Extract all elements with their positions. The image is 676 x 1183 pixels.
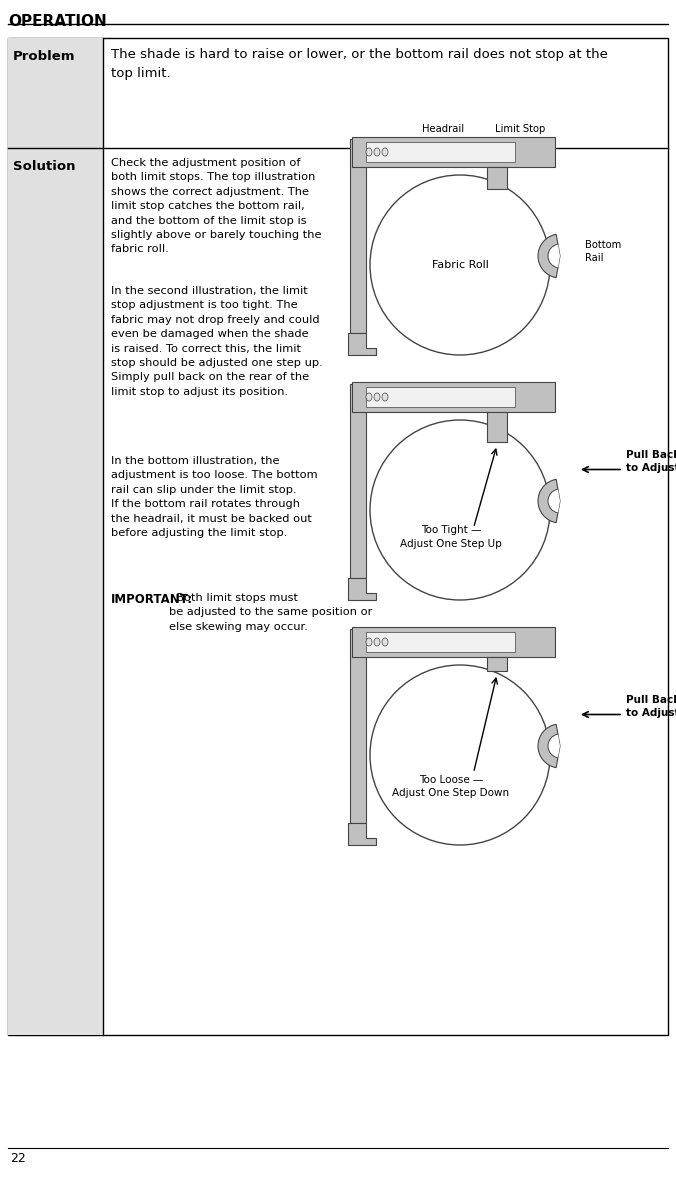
Text: Problem: Problem bbox=[13, 50, 76, 63]
Text: In the second illustration, the limit
stop adjustment is too tight. The
fabric m: In the second illustration, the limit st… bbox=[111, 286, 322, 396]
Bar bbox=[352, 137, 555, 167]
Bar bbox=[352, 627, 555, 657]
Text: OPERATION: OPERATION bbox=[8, 14, 107, 30]
Ellipse shape bbox=[382, 393, 388, 401]
Bar bbox=[8, 38, 103, 148]
Ellipse shape bbox=[374, 638, 380, 646]
Bar bbox=[366, 387, 515, 407]
Wedge shape bbox=[548, 244, 560, 267]
Polygon shape bbox=[348, 332, 376, 355]
Wedge shape bbox=[538, 724, 560, 768]
Text: In the bottom illustration, the
adjustment is too loose. The bottom
rail can sli: In the bottom illustration, the adjustme… bbox=[111, 455, 318, 538]
Wedge shape bbox=[548, 735, 560, 758]
Bar bbox=[350, 384, 366, 577]
Bar bbox=[350, 629, 366, 822]
Text: Pull Back
to Adjust: Pull Back to Adjust bbox=[626, 694, 676, 718]
Polygon shape bbox=[348, 822, 376, 845]
Text: Limit Stop: Limit Stop bbox=[495, 124, 545, 134]
Text: Headrail: Headrail bbox=[422, 124, 464, 134]
Ellipse shape bbox=[366, 148, 372, 156]
Bar bbox=[352, 382, 555, 412]
Ellipse shape bbox=[366, 393, 372, 401]
Bar bbox=[487, 167, 507, 189]
Bar bbox=[366, 142, 515, 162]
Text: Bottom
Rail: Bottom Rail bbox=[585, 240, 621, 263]
Bar bbox=[350, 138, 366, 332]
Text: The shade is hard to raise or lower, or the bottom rail does not stop at the
top: The shade is hard to raise or lower, or … bbox=[111, 49, 608, 79]
Bar bbox=[487, 412, 507, 442]
Text: IMPORTANT:: IMPORTANT: bbox=[111, 593, 193, 606]
Text: 22: 22 bbox=[10, 1152, 26, 1165]
Ellipse shape bbox=[374, 148, 380, 156]
Ellipse shape bbox=[382, 148, 388, 156]
Circle shape bbox=[370, 175, 550, 355]
Wedge shape bbox=[538, 234, 560, 278]
Polygon shape bbox=[348, 577, 376, 600]
Text: Too Tight —
Adjust One Step Up: Too Tight — Adjust One Step Up bbox=[400, 525, 502, 549]
Ellipse shape bbox=[374, 393, 380, 401]
Text: Both limit stops must
be adjusted to the same position or
else skewing may occur: Both limit stops must be adjusted to the… bbox=[169, 593, 372, 632]
Ellipse shape bbox=[366, 638, 372, 646]
Text: Solution: Solution bbox=[13, 160, 76, 173]
Text: Fabric Roll: Fabric Roll bbox=[431, 260, 489, 270]
Text: Too Loose —
Adjust One Step Down: Too Loose — Adjust One Step Down bbox=[393, 775, 510, 799]
Circle shape bbox=[370, 665, 550, 845]
Bar bbox=[8, 38, 668, 1035]
Wedge shape bbox=[548, 490, 560, 512]
Bar bbox=[366, 632, 515, 652]
Ellipse shape bbox=[382, 638, 388, 646]
Bar bbox=[487, 657, 507, 671]
Bar bbox=[8, 148, 103, 1035]
Text: Check the adjustment position of
both limit stops. The top illustration
shows th: Check the adjustment position of both li… bbox=[111, 159, 322, 254]
Circle shape bbox=[370, 420, 550, 600]
Text: Pull Back
to Adjust: Pull Back to Adjust bbox=[626, 450, 676, 473]
Wedge shape bbox=[538, 479, 560, 523]
